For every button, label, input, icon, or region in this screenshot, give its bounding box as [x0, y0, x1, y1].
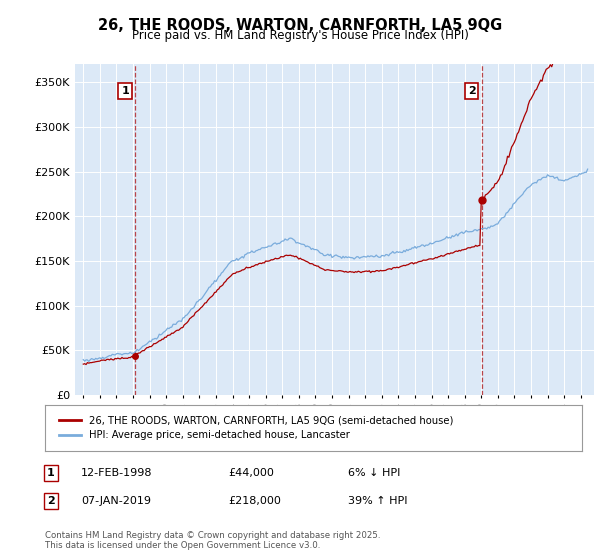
Text: 6% ↓ HPI: 6% ↓ HPI — [348, 468, 400, 478]
Text: 1: 1 — [121, 86, 129, 96]
Text: 2: 2 — [468, 86, 476, 96]
Text: 1: 1 — [47, 468, 55, 478]
Text: 2: 2 — [47, 496, 55, 506]
Text: 07-JAN-2019: 07-JAN-2019 — [81, 496, 151, 506]
Text: Contains HM Land Registry data © Crown copyright and database right 2025.
This d: Contains HM Land Registry data © Crown c… — [45, 531, 380, 550]
Text: 12-FEB-1998: 12-FEB-1998 — [81, 468, 152, 478]
Text: £218,000: £218,000 — [228, 496, 281, 506]
Legend: 26, THE ROODS, WARTON, CARNFORTH, LA5 9QG (semi-detached house), HPI: Average pr: 26, THE ROODS, WARTON, CARNFORTH, LA5 9Q… — [55, 412, 458, 444]
Text: 39% ↑ HPI: 39% ↑ HPI — [348, 496, 407, 506]
Text: 26, THE ROODS, WARTON, CARNFORTH, LA5 9QG: 26, THE ROODS, WARTON, CARNFORTH, LA5 9Q… — [98, 18, 502, 33]
Text: £44,000: £44,000 — [228, 468, 274, 478]
Text: Price paid vs. HM Land Registry's House Price Index (HPI): Price paid vs. HM Land Registry's House … — [131, 29, 469, 42]
